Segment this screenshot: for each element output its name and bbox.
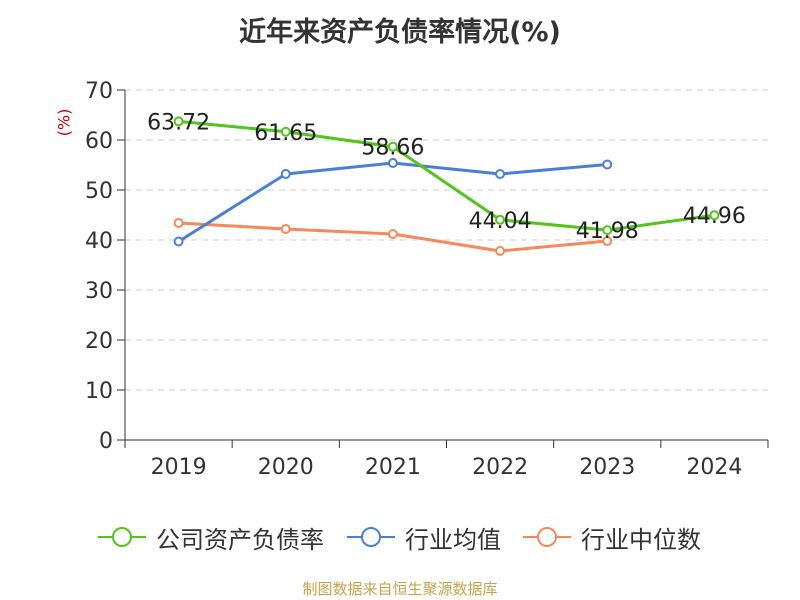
- legend: 公司资产负债率 行业均值 行业中位数: [0, 520, 800, 554]
- data-point: [280, 224, 291, 234]
- x-tick-label: 2021: [365, 455, 421, 480]
- x-tick-label: 2020: [258, 455, 314, 480]
- data-label: 58.66: [361, 136, 424, 161]
- gridlines: [125, 89, 768, 391]
- data-point: [495, 246, 506, 256]
- data-point: [602, 236, 613, 246]
- data-point: [602, 225, 613, 236]
- legend-line-icon: [347, 527, 395, 547]
- y-tick-label: 10: [85, 379, 113, 404]
- series-line: [178, 119, 715, 232]
- data-point: [173, 218, 184, 228]
- data-point: [495, 214, 506, 225]
- x-tick-label: 2019: [151, 455, 207, 480]
- x-tick-label: 2023: [579, 455, 635, 480]
- y-tick-label: 60: [85, 129, 113, 154]
- y-tick-label: 40: [85, 229, 113, 254]
- data-labels: 63.72 61.65 58.66 44.04 41.98 44.96: [147, 110, 746, 244]
- data-label: 41.98: [576, 219, 639, 244]
- data-label: 44.04: [469, 209, 532, 234]
- data-point: [173, 236, 184, 247]
- legend-item-industry-mean[interactable]: 行业均值: [347, 520, 501, 554]
- y-tick-label: 70: [85, 79, 113, 104]
- data-label: 61.65: [254, 121, 317, 146]
- data-point: [280, 126, 291, 137]
- data-point: [602, 159, 613, 170]
- y-tick-label: 50: [85, 179, 113, 204]
- y-tick-label: 0: [99, 429, 113, 454]
- legend-label: 行业均值: [405, 525, 501, 554]
- data-label: 63.72: [147, 110, 210, 135]
- data-point: [280, 169, 291, 179]
- legend-item-industry-median[interactable]: 行业中位数: [523, 520, 701, 554]
- data-point: [387, 229, 398, 239]
- data-point: [387, 158, 398, 168]
- data-label: 44.96: [683, 204, 746, 229]
- x-tick-label: 2024: [686, 455, 742, 480]
- data-point: [173, 116, 184, 127]
- legend-item-company[interactable]: 公司资产负债率: [98, 520, 324, 554]
- axes: 0 10 20 30 40 50 60 70 2019 2020 2021 2022 2023 2024: [85, 79, 769, 480]
- data-point: [387, 141, 398, 152]
- data-source-note: 制图数据来自恒生聚源数据库: [302, 580, 498, 598]
- legend-line-icon: [523, 527, 571, 547]
- series-lines: [173, 116, 720, 256]
- legend-line-icon: [98, 527, 146, 547]
- x-tick-label: 2022: [472, 455, 528, 480]
- y-tick-label: 20: [85, 329, 113, 354]
- chart-title: 近年来资产负债率情况(%): [239, 17, 561, 48]
- y-tick-label: 30: [85, 279, 113, 304]
- legend-label: 公司资产负债率: [156, 525, 324, 554]
- data-point: [709, 210, 720, 221]
- legend-label: 行业中位数: [581, 525, 701, 554]
- data-point: [495, 169, 506, 179]
